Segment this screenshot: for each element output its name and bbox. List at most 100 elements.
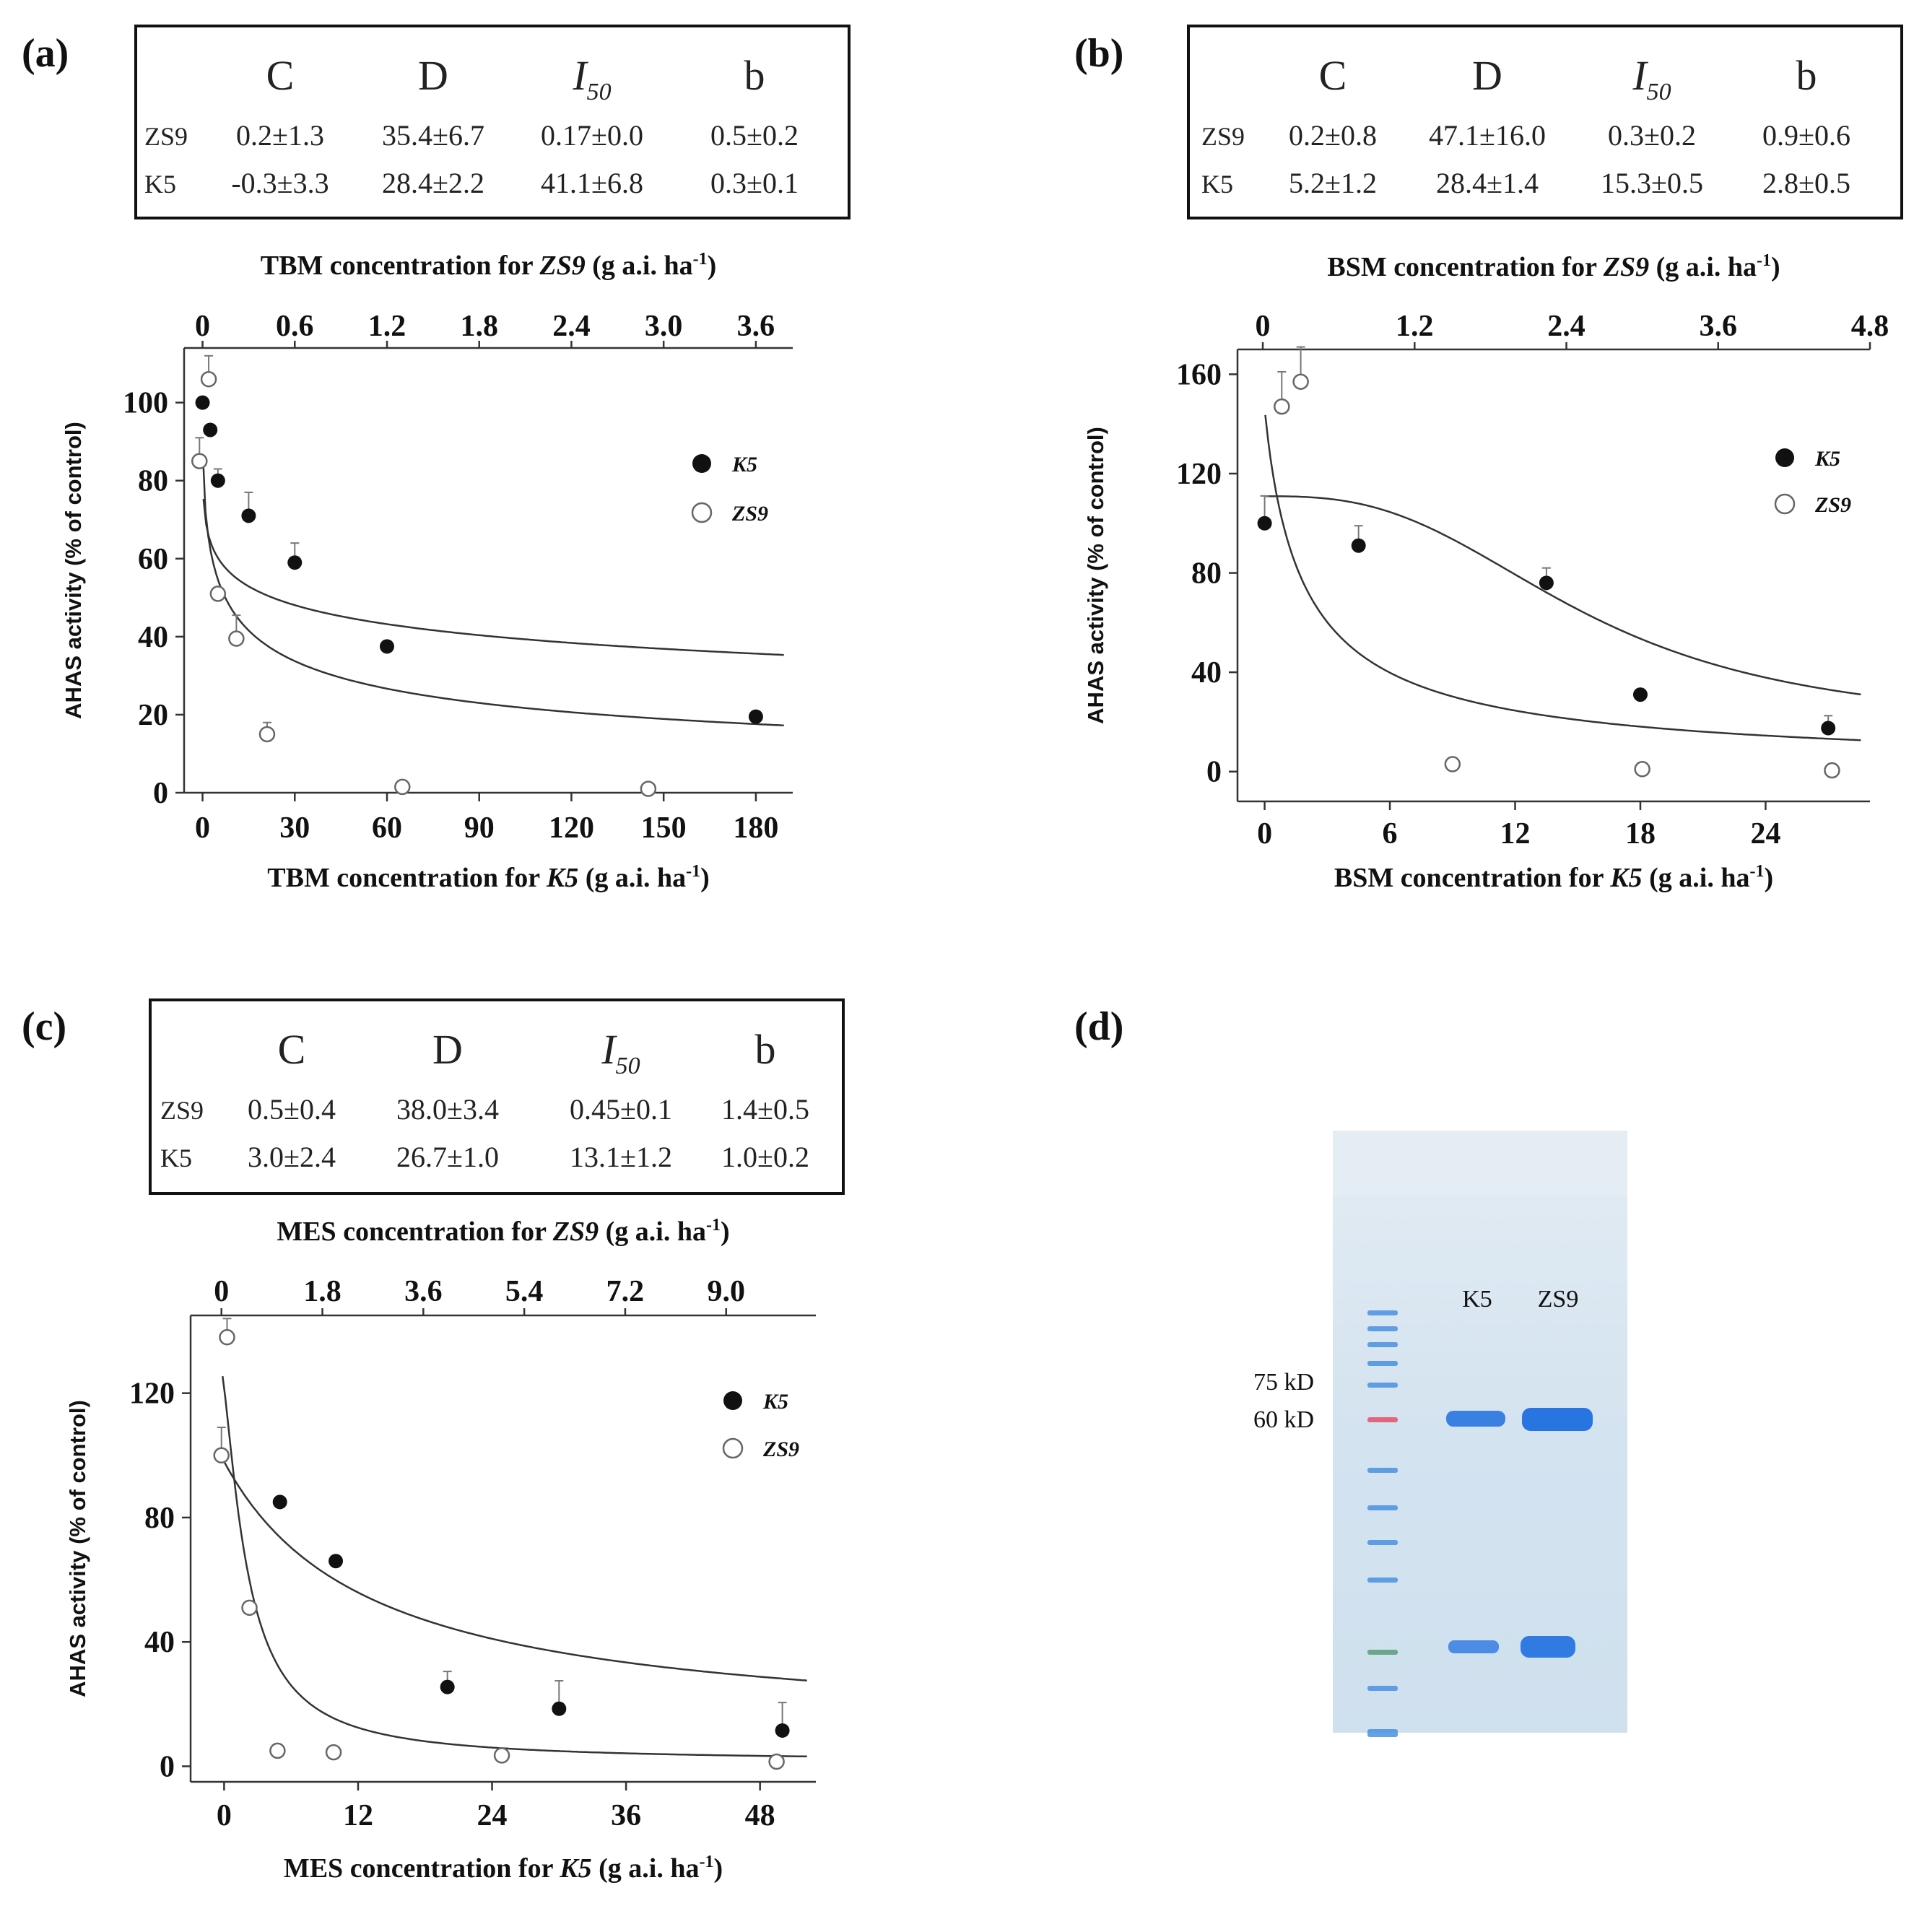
x2-tick-label: 7.2 xyxy=(606,1275,645,1308)
x-tick-label: 30 xyxy=(279,811,310,845)
y-axis-label: AHAS activity (% of control) xyxy=(65,1400,90,1697)
table-cell: 15.3±0.5 xyxy=(1601,167,1703,199)
data-point-k5 xyxy=(1539,575,1554,591)
legend-marker-k5 xyxy=(692,454,711,473)
lane-label-zs9: ZS9 xyxy=(1538,1286,1579,1313)
table-cell: 0.17±0.0 xyxy=(541,119,643,152)
data-point-zs9 xyxy=(241,1599,258,1616)
data-point-zs9 xyxy=(209,586,227,602)
x2-tick-label: 5.4 xyxy=(505,1275,544,1308)
table-cell: 5.2±1.2 xyxy=(1289,167,1377,199)
data-point-k5 xyxy=(380,639,394,654)
x2-axis-label-part: -1 xyxy=(1757,251,1771,270)
ladder-band xyxy=(1367,1383,1398,1388)
x2-tick-label: 3.0 xyxy=(645,310,683,343)
x2-axis-label-part: ZS9 xyxy=(552,1217,599,1247)
table-header-d: D xyxy=(432,1026,463,1073)
y-tick-label: 80 xyxy=(144,1502,175,1535)
table-cell: 1.0±0.2 xyxy=(721,1141,809,1173)
x2-tick-label: 2.4 xyxy=(1547,310,1585,343)
table-header-d: D xyxy=(1472,52,1502,99)
x-axis-label-part: K5 xyxy=(559,1853,591,1884)
y-tick-label: 40 xyxy=(138,621,168,654)
fit-curve-zs9 xyxy=(1264,414,1861,741)
band-k5-lower xyxy=(1448,1640,1499,1653)
data-point-zs9 xyxy=(1274,398,1290,415)
x2-tick-label: 3.6 xyxy=(1700,310,1738,343)
table-cell: 0.5±0.4 xyxy=(248,1093,336,1126)
table-row-label: ZS9 xyxy=(160,1096,204,1125)
data-point-zs9 xyxy=(640,780,657,797)
x-tick-label: 18 xyxy=(1625,817,1656,850)
x2-axis-label-part: MES concentration for xyxy=(277,1217,552,1247)
table-cell: 13.1±1.2 xyxy=(570,1141,672,1173)
x-axis-label-part: -1 xyxy=(686,862,700,881)
data-point-zs9 xyxy=(1634,761,1650,778)
table-cell: 28.4±2.2 xyxy=(382,167,484,199)
x-tick-label: 0 xyxy=(1257,817,1272,850)
band-zs9-upper xyxy=(1522,1408,1593,1431)
data-point-zs9 xyxy=(1824,762,1840,779)
y-tick-label: 80 xyxy=(1191,557,1222,591)
x-axis-label-part: ) xyxy=(1764,863,1773,893)
x2-tick-label: 2.4 xyxy=(552,310,591,343)
x-tick-label: 90 xyxy=(464,811,495,845)
table-cell: 0.3±0.1 xyxy=(710,167,799,199)
ladder-band xyxy=(1367,1310,1398,1315)
table-row-label: K5 xyxy=(1201,170,1233,199)
x2-axis-label-part: BSM concentration for xyxy=(1327,252,1603,282)
panel-b: (b) C D I50 b ZS9 0.2±0.8 47.1±16.0 0.3±0.2 0.9±0… xyxy=(1074,25,1903,893)
data-point-zs9 xyxy=(768,1753,785,1770)
x2-axis-label: MES concentration for ZS9 (g a.i. ha-1) xyxy=(277,1216,729,1247)
x2-tick-label: 1.2 xyxy=(1396,310,1434,343)
x2-tick-label: 1.8 xyxy=(460,310,498,343)
data-point-k5 xyxy=(272,1494,287,1510)
x-axis-label-part: -1 xyxy=(1749,862,1764,881)
panel-c: (c) C D I50 b ZS9 0.5±0.4 38.0±3.4 0.45±0.1 1.4±0… xyxy=(22,998,845,1884)
legend-label-zs9: ZS9 xyxy=(1814,493,1851,517)
x2-tick-label: 0 xyxy=(214,1275,229,1308)
legend-label-zs9: ZS9 xyxy=(762,1437,799,1461)
x2-tick-label: 1.8 xyxy=(303,1275,342,1308)
table-cell: 38.0±3.4 xyxy=(396,1093,499,1126)
x-axis-label-part: ) xyxy=(700,863,710,893)
param-table-border xyxy=(134,25,851,219)
data-point-k5 xyxy=(1632,687,1648,702)
x2-tick-label: 0 xyxy=(1256,310,1271,343)
x2-axis-label-part: ZS9 xyxy=(1603,252,1649,282)
panel-label: (a) xyxy=(22,31,69,76)
legend-marker-zs9 xyxy=(722,1437,744,1459)
param-table-border xyxy=(149,998,845,1195)
x-axis-label-part: BSM concentration for xyxy=(1334,863,1610,893)
y-tick-label: 0 xyxy=(1206,756,1222,789)
x2-tick-label: 0 xyxy=(195,310,210,343)
table-cell: 0.2±1.3 xyxy=(236,119,324,152)
fit-curve-zs9 xyxy=(201,454,784,726)
data-point-k5 xyxy=(748,709,763,724)
data-point-k5 xyxy=(210,473,225,488)
x2-tick-label: 4.8 xyxy=(1851,310,1889,343)
legend-label-zs9: ZS9 xyxy=(731,502,768,526)
table-header-c: C xyxy=(266,52,295,99)
table-header-b: b xyxy=(744,52,765,99)
x-tick-label: 12 xyxy=(1500,817,1531,850)
data-point-k5 xyxy=(287,555,303,570)
lane-label-k5: K5 xyxy=(1462,1286,1492,1313)
table-cell: 0.5±0.2 xyxy=(710,119,799,152)
table-header-i: I50 xyxy=(572,52,611,105)
x2-tick-label: 3.6 xyxy=(404,1275,443,1308)
panel-label: (b) xyxy=(1074,31,1123,76)
x2-axis-label-part: (g a.i. ha xyxy=(599,1217,706,1247)
data-point-k5 xyxy=(241,508,256,523)
fit-curve-zs9 xyxy=(222,1375,807,1758)
x2-axis-label-part: ZS9 xyxy=(539,251,585,281)
x-axis-label-part: K5 xyxy=(546,863,578,893)
ladder-band xyxy=(1367,1361,1398,1366)
table-header-c: C xyxy=(1319,52,1347,99)
y-tick-label: 20 xyxy=(138,699,168,732)
ladder-band xyxy=(1367,1540,1398,1545)
x-tick-label: 12 xyxy=(343,1799,373,1832)
data-point-zs9 xyxy=(213,1447,230,1464)
x2-axis-label-part: ) xyxy=(721,1217,730,1247)
